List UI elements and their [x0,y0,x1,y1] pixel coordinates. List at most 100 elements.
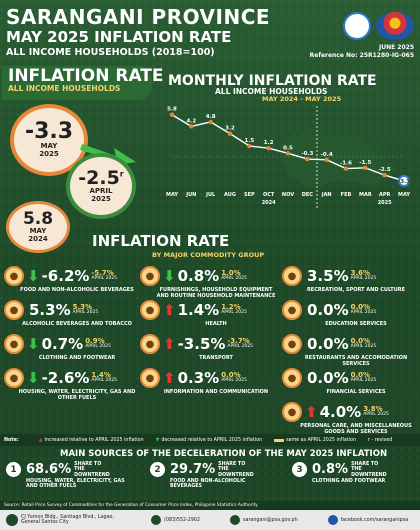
source-value: 0.8% [312,462,349,478]
data-point [266,145,271,151]
legend-revised-text: r - revised [368,437,393,443]
location-icon [6,514,18,526]
data-label: 4.2 [186,118,196,124]
commodity-value: 5.3% [29,301,71,319]
commodity-prev-value: 0.0% [350,303,371,312]
down-arrow-icon: ⬇ [27,369,40,387]
commodity-item: ● ⬇ 0.7% 0.9% APRIL 2025 CLOTHING AND FOOTWEA… [4,334,136,366]
last-year-inflation-value: 5.8 [22,208,54,229]
commodity-item: ● 0.0% 0.0% APRIL 2025 RESTAURANTS AND ACCOM… [282,334,416,366]
previous-inflation-month: APRIL [89,186,113,195]
commodity-prev-label: APRIL 2025 [91,378,118,384]
source-share-label: SHARE TO THE DOWNTREND [351,462,387,478]
data-point [227,131,233,136]
last-year-inflation-month: MAY [29,226,47,235]
ball-icon: ● [282,266,302,286]
data-point [285,151,291,156]
commodity-prev-label: APRIL 2025 [85,344,111,350]
commodity-name: PERSONAL CARE, AND MISCELLANEOUS GOODS A… [300,423,412,435]
chart-title: MONTHLY INFLATION RATE [168,73,377,89]
commodity-value: -6.2% [41,267,90,285]
x-tick-label: NOV [282,192,294,198]
data-label: 3.2 [225,126,235,132]
commodity-value: 1.4% [177,301,220,319]
commodity-value: 0.7% [41,335,84,353]
commodity-prev-value: -5.7% [91,269,114,278]
data-point [382,172,387,178]
inflation-banner [2,66,152,100]
data-point [169,112,175,117]
commodity-item: ● ⬇ 0.8% 1.0% APRIL 2025 FURNISHINGS, HOUSEHO… [140,266,278,298]
inflation-heading: INFLATION RATE [8,66,164,86]
commodity-prev-label: APRIL 2025 [72,310,99,316]
source-rank: 2 [150,462,165,478]
commodity-subheading: BY MAJOR COMMODITY GROUP [152,251,265,259]
up-arrow-icon: ⬆ [163,301,176,319]
legend-note: Note: [4,437,19,443]
up-arrow-icon: ⬆ [163,335,176,353]
inflation-subheading: ALL INCOME HOUSEHOLDS [8,84,121,93]
footer-phone: (083)552-2902 [164,517,200,523]
commodity-value: 0.0% [307,369,349,387]
commodity-prev-value: 1.0% [221,269,241,278]
commodity-prev-value: 0.0% [350,371,371,380]
reference-number: Reference No: 25R1280-IG-065 [309,52,414,59]
revised-mark: r [119,169,124,179]
legend-down-text: decreased relative to APRIL 2025 inflati… [161,437,263,443]
commodity-value: 0.0% [307,301,349,319]
commodity-name: FURNISHINGS, HOUSEHOLD EQUIPMENT AND ROU… [156,287,276,299]
x-tick-label: DEC [302,192,314,198]
commodity-prev-value: 5.3% [72,303,93,312]
chart-subtitle: ALL INCOME HOUSEHOLDS [215,87,328,96]
source-item: 1 68.6% SHARE TO THE DOWNTREND HOUSING, WAT… [6,462,134,489]
phone-icon: ● [140,368,160,388]
data-label: 5.8 [167,107,177,113]
commodity-value: 0.8% [177,267,220,285]
x-tick-label: MAY [398,192,410,198]
money-icon: ● [282,368,302,388]
x-tick-label: JUN [185,192,196,198]
commodity-item: ● ⬆ 0.3% 0.0% APRIL 2025 INFORMATION AND COMM… [140,368,278,400]
legend-down-arrow-icon: ▼ [155,437,160,443]
commodity-item: ● ⬆ 1.4% 1.2% APRIL 2025 HEALTH [140,300,278,332]
footer-bar: CJ Yumon Bldg., Santiago Blvd., Lagao, G… [0,510,420,530]
data-point [363,165,368,171]
commodity-item: ● ⬇ -2.6% 1.4% APRIL 2025 HOUSING, WATER, ELE… [4,368,136,400]
data-point [247,143,252,149]
commodity-prev-value: 1.2% [221,303,241,312]
commodity-prev-label: APRIL 2025 [350,310,377,316]
current-inflation-year: 2025 [39,150,59,158]
commodity-prev-label: APRIL 2025 [363,412,389,418]
commodity-name: TRANSPORT [199,355,233,361]
last-year-inflation-year: 2024 [28,234,48,243]
facebook-icon [327,515,338,525]
commodity-name: EDUCATION SERVICES [325,321,387,327]
commodity-value: -2.6% [41,369,90,387]
source-rank: 3 [292,462,307,478]
data-point [343,166,349,171]
commodity-prev-label: APRIL 2025 [350,378,377,384]
commodity-item: ● 0.0% 0.0% APRIL 2025 FINANCIAL SERVICES [282,368,416,400]
down-arrow-icon: ⬇ [27,267,40,285]
legend-same-text: same as APRIL 2025 inflation [286,437,356,443]
x-tick-label: APR [379,192,391,198]
dish-icon: ● [282,334,302,354]
commodity-prev-value: 0.9% [85,337,105,346]
commodity-item: ● ⬇ -6.2% -5.7% APRIL 2025 FOOD AND NON-ALCOH… [4,266,136,298]
legend-up-text: increased relative to APRIL 2025 inflati… [44,437,144,443]
data-label: 1.5 [244,138,254,144]
source-item: 3 0.8% SHARE TO THE DOWNTREND CLOTHING AND … [292,462,420,484]
psa-logo-icon [376,12,414,40]
source-name: FOOD AND NON-ALCOHOLIC BEVERAGES [170,478,246,490]
legend-same-icon [274,438,285,442]
commodity-name: RESTAURANTS AND ACCOMODATION SERVICES [304,355,408,367]
x-tick-label: OCT [263,192,275,198]
previous-inflation-bubble: -2.5r APRIL 2025 [66,153,136,219]
x-tick-label: SEP [244,192,255,198]
commodity-name: CLOTHING AND FOOTWEAR [38,355,116,361]
x-tick-label: JUL [205,192,216,198]
data-label: 0.5 [283,145,293,151]
sofa-icon: ● [140,266,160,286]
last-year-inflation-bubble: 5.8 MAY 2024 [6,201,70,253]
data-label: 4.8 [206,114,216,120]
